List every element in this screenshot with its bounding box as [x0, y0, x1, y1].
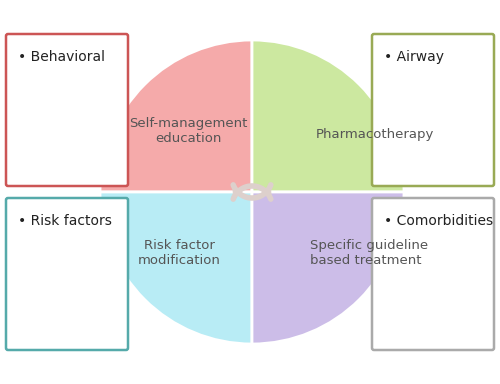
FancyBboxPatch shape [372, 34, 494, 186]
Wedge shape [100, 40, 252, 192]
FancyBboxPatch shape [6, 34, 128, 186]
Text: Specific guideline
based treatment: Specific guideline based treatment [310, 239, 428, 267]
FancyBboxPatch shape [372, 198, 494, 350]
Text: Self-management
education: Self-management education [129, 117, 248, 145]
Text: • Airway: • Airway [384, 50, 444, 64]
Text: Pharmacotherapy: Pharmacotherapy [316, 128, 434, 141]
Wedge shape [100, 192, 252, 344]
Text: Risk factor
modification: Risk factor modification [138, 239, 220, 267]
Wedge shape [252, 192, 404, 344]
FancyBboxPatch shape [6, 198, 128, 350]
Text: • Behavioral: • Behavioral [18, 50, 105, 64]
Text: • Comorbidities: • Comorbidities [384, 214, 493, 228]
Wedge shape [252, 40, 404, 192]
Text: • Risk factors: • Risk factors [18, 214, 112, 228]
